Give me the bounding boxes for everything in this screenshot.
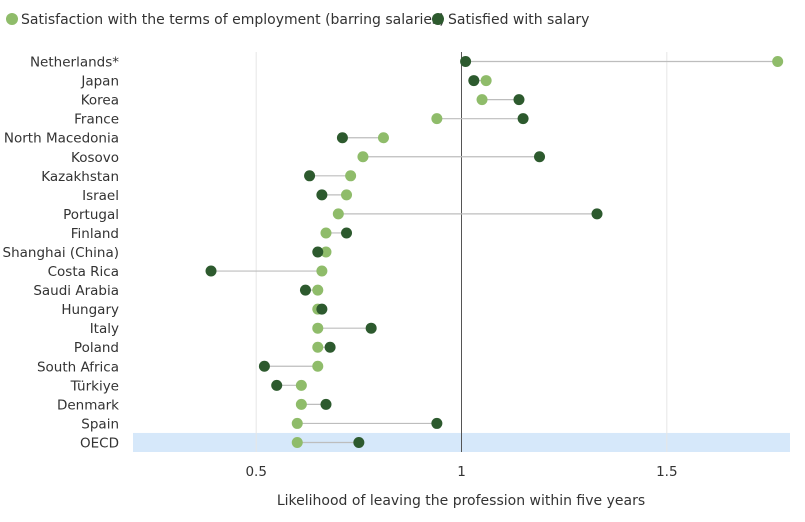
point-terms bbox=[431, 113, 443, 125]
point-salary bbox=[534, 151, 546, 163]
point-terms bbox=[291, 417, 303, 429]
x-tick-label: 0.5 bbox=[245, 464, 266, 480]
point-terms bbox=[377, 132, 389, 144]
category-label: Netherlands* bbox=[30, 55, 119, 71]
point-salary bbox=[316, 303, 328, 315]
point-terms bbox=[345, 170, 357, 182]
category-label: Kosovo bbox=[71, 150, 119, 166]
x-axis-title: Likelihood of leaving the profession wit… bbox=[277, 493, 645, 509]
category-label: France bbox=[74, 112, 119, 128]
category-label: Israel bbox=[82, 188, 119, 204]
point-salary bbox=[591, 208, 603, 220]
point-terms bbox=[312, 341, 324, 353]
category-label: Spain bbox=[81, 416, 119, 432]
point-salary bbox=[460, 56, 472, 68]
category-label: South Africa bbox=[37, 359, 119, 375]
point-terms bbox=[312, 360, 324, 372]
point-salary bbox=[341, 227, 353, 239]
point-terms bbox=[341, 189, 353, 201]
point-terms bbox=[320, 227, 332, 239]
point-salary bbox=[517, 113, 529, 125]
category-label: Kazakhstan bbox=[41, 169, 119, 185]
point-salary bbox=[324, 341, 336, 353]
x-tick-label: 1.5 bbox=[656, 464, 677, 480]
point-terms bbox=[295, 398, 307, 410]
legend-marker-salary bbox=[432, 13, 444, 25]
legend-label-salary: Satisfied with salary bbox=[448, 12, 589, 28]
category-label: Hungary bbox=[61, 302, 119, 318]
point-salary bbox=[365, 322, 377, 334]
legend-marker-terms bbox=[6, 13, 18, 25]
category-label: Korea bbox=[81, 93, 119, 109]
point-salary bbox=[353, 436, 365, 448]
category-label: Portugal bbox=[63, 207, 119, 223]
category-label: Poland bbox=[74, 340, 119, 356]
category-label: Shanghai (China) bbox=[3, 245, 120, 261]
category-label: OECD bbox=[80, 435, 119, 451]
category-label: Costa Rica bbox=[48, 264, 119, 280]
point-salary bbox=[271, 379, 283, 391]
point-terms bbox=[295, 379, 307, 391]
point-terms bbox=[312, 322, 324, 334]
point-salary bbox=[320, 398, 332, 410]
point-terms bbox=[357, 151, 369, 163]
point-terms bbox=[291, 436, 303, 448]
point-terms bbox=[312, 284, 324, 296]
point-salary bbox=[336, 132, 348, 144]
point-terms bbox=[316, 265, 328, 277]
category-label: Türkiye bbox=[70, 378, 119, 394]
category-label: Finland bbox=[71, 226, 119, 242]
point-terms bbox=[320, 246, 332, 258]
point-salary bbox=[304, 170, 316, 182]
point-salary bbox=[431, 417, 443, 429]
category-label: Italy bbox=[90, 321, 119, 337]
category-label: Denmark bbox=[57, 397, 119, 413]
x-tick-label: 1 bbox=[457, 464, 466, 480]
point-salary bbox=[513, 94, 525, 106]
plot-area: 0.5 1 1.5 Netherlands* Japan Korea France North… bbox=[3, 52, 790, 480]
point-terms bbox=[332, 208, 344, 220]
category-label: North Macedonia bbox=[4, 131, 119, 147]
category-label: Saudi Arabia bbox=[33, 283, 119, 299]
point-terms bbox=[772, 56, 784, 68]
point-salary bbox=[312, 246, 324, 258]
category-label: Japan bbox=[80, 74, 119, 90]
point-salary bbox=[468, 75, 480, 87]
point-salary bbox=[299, 284, 311, 296]
point-salary bbox=[316, 189, 328, 201]
point-salary bbox=[258, 360, 270, 372]
legend-label-terms: Satisfaction with the terms of employmen… bbox=[21, 12, 445, 28]
point-salary bbox=[205, 265, 217, 277]
legend: Satisfaction with the terms of employmen… bbox=[6, 12, 589, 28]
point-terms bbox=[476, 94, 488, 106]
point-terms bbox=[480, 75, 492, 87]
